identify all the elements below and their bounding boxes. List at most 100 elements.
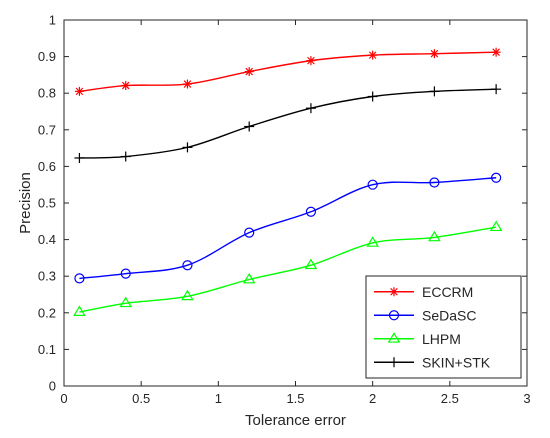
data-point-sedasc: [244, 227, 255, 238]
y-tick-label: 0.1: [38, 342, 56, 357]
legend-marker: [389, 287, 399, 297]
marker-shape: [390, 287, 398, 296]
legend-box: [365, 275, 522, 379]
data-point-sedasc: [182, 260, 193, 271]
y-tick-label: 0.5: [38, 196, 56, 211]
legend-marker: [387, 332, 401, 343]
marker-shape: [121, 81, 130, 90]
data-point-lhpm: [73, 305, 86, 316]
legend-item-sedasc: SeDaSC: [374, 307, 476, 323]
marker-shape: [366, 236, 379, 247]
data-point-lhpm: [119, 296, 133, 308]
data-point-eccrm: [244, 67, 254, 77]
data-point-sedasc: [120, 268, 131, 279]
data-point-lhpm: [242, 272, 256, 284]
marker-shape: [387, 332, 401, 343]
data-point-skin-stk: [182, 142, 193, 153]
x-tick-label: 2.5: [441, 391, 459, 406]
axes-layer: 0 0.5 1 1.5 2 2.5 3 0 0.1 0.2 0.3 0.4 0.5 0.6 0.7 0.8 0.…: [38, 13, 531, 407]
marker-shape: [245, 67, 253, 76]
marker-shape: [367, 179, 378, 190]
legend-item-skin-stk: SKIN+STK: [374, 354, 491, 370]
marker-shape: [242, 272, 256, 284]
series-line-lhpm: [79, 226, 497, 313]
legend-label: SKIN+STK: [422, 354, 491, 370]
series-layer: [73, 47, 503, 316]
legend-item-eccrm: ECCRM: [374, 284, 473, 300]
data-point-sedasc: [491, 172, 502, 183]
x-tick-label: 0.5: [132, 391, 150, 406]
marker-shape: [429, 177, 440, 188]
marker-shape: [120, 268, 131, 279]
data-point-lhpm: [428, 230, 441, 242]
data-point-eccrm: [306, 56, 316, 66]
x-axis-label: Tolerance error: [245, 412, 346, 429]
y-tick-label: 0.6: [38, 159, 56, 174]
data-point-eccrm: [121, 81, 131, 91]
series-eccrm: [74, 47, 501, 96]
marker-shape: [305, 206, 317, 217]
y-tick-label: 1: [49, 13, 56, 28]
marker-shape: [75, 87, 84, 96]
data-point-sedasc: [74, 273, 85, 284]
data-point-eccrm: [74, 86, 84, 96]
series-line-sedasc: [79, 177, 497, 280]
series-line-eccrm: [79, 51, 497, 93]
legend-label: ECCRM: [422, 284, 473, 300]
marker-shape: [491, 172, 502, 183]
marker-shape: [492, 48, 500, 57]
marker-shape: [119, 296, 133, 308]
data-point-skin-stk: [491, 84, 502, 95]
y-tick-label: 0.7: [38, 122, 56, 137]
marker-shape: [304, 258, 318, 270]
y-tick-label: 0.9: [38, 49, 56, 64]
legend-label: LHPM: [422, 331, 461, 347]
data-point-skin-stk: [367, 91, 378, 102]
legend: ECCRM SeDaSC LHPM SKIN+STK: [365, 275, 522, 379]
y-tick-label: 0.8: [38, 86, 56, 101]
marker-shape: [368, 51, 377, 59]
data-point-eccrm: [182, 79, 192, 89]
x-tick-label: 0: [60, 391, 67, 406]
y-tick-label: 0.4: [38, 232, 56, 247]
series-line-skin-stk: [79, 88, 497, 159]
marker-shape: [489, 220, 503, 232]
data-point-eccrm: [429, 49, 439, 59]
marker-shape: [73, 305, 86, 316]
data-point-skin-stk: [244, 121, 255, 132]
data-point-lhpm: [181, 289, 194, 301]
data-point-skin-stk: [429, 86, 440, 97]
data-point-eccrm: [368, 50, 378, 60]
y-tick-label: 0: [49, 379, 56, 394]
marker-shape: [430, 49, 439, 58]
series-sedasc: [74, 172, 502, 284]
data-point-sedasc: [429, 177, 440, 188]
x-tick-label: 1: [215, 391, 222, 406]
data-point-sedasc: [305, 206, 317, 217]
marker-shape: [428, 230, 441, 242]
data-point-skin-stk: [120, 151, 131, 162]
y-axis-label: Precision: [17, 172, 34, 234]
series-lhpm: [73, 220, 503, 316]
axes-frame: [63, 19, 528, 387]
legend-item-lhpm: LHPM: [374, 331, 461, 347]
data-point-sedasc: [367, 179, 378, 190]
x-tick-label: 2: [369, 391, 376, 406]
marker-shape: [244, 227, 255, 238]
marker-shape: [307, 56, 315, 65]
data-point-skin-stk: [74, 152, 85, 163]
data-point-skin-stk: [305, 103, 316, 114]
legend-label: SeDaSC: [422, 307, 476, 323]
data-point-lhpm: [489, 220, 503, 232]
marker-shape: [183, 80, 192, 88]
marker-shape: [388, 310, 400, 321]
legend-marker: [388, 310, 400, 321]
marker-shape: [181, 289, 194, 301]
data-point-lhpm: [366, 236, 379, 247]
y-tick-label: 0.3: [38, 269, 56, 284]
marker-shape: [182, 260, 193, 271]
data-point-lhpm: [304, 258, 318, 270]
y-tick-label: 0.2: [38, 305, 56, 320]
series-skin-stk: [74, 84, 502, 163]
